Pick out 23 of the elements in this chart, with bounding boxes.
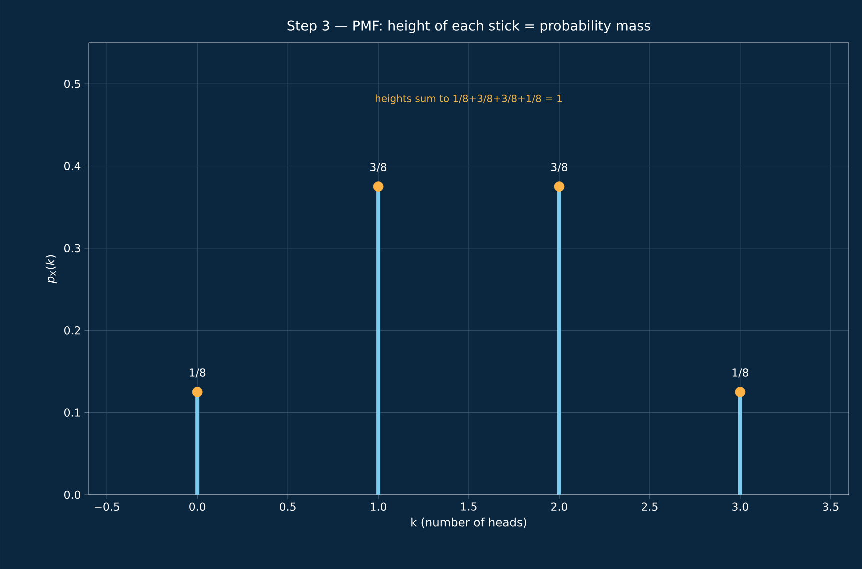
y-tick-label: 0.0 <box>64 490 80 500</box>
x-tick-label: 2.0 <box>552 502 568 512</box>
data-label: 3/8 <box>551 163 568 172</box>
x-tick-label: 0.0 <box>190 502 206 512</box>
y-tick-label: 0.5 <box>64 80 80 88</box>
x-tick-label: 2.5 <box>642 502 658 512</box>
x-axis-title: k (number of heads) <box>412 518 526 528</box>
chart-title: Step 3 — PMF: height of each stick = probability mass <box>288 20 650 34</box>
annotation: heights sum to 1/8+3/8+3/8+1/8 = 1 <box>376 94 562 104</box>
y-tick-label: 0.2 <box>64 326 80 335</box>
x-tick-label: 1.5 <box>461 502 477 511</box>
y-tick-label: 0.4 <box>64 162 81 170</box>
x-tick-label: 1.0 <box>371 502 387 512</box>
data-label: 3/8 <box>370 163 387 172</box>
x-tick-label: −0.5 <box>94 502 120 512</box>
x-tick-label: 3.0 <box>732 502 748 512</box>
y-axis-title: p$_{X}$(k) <box>46 255 57 284</box>
data-label: 1/8 <box>190 368 206 378</box>
y-tick-label: 0.3 <box>64 244 80 253</box>
y-tick-label: 0.1 <box>64 408 80 417</box>
x-tick-label: 0.5 <box>280 502 296 512</box>
data-label: 1/8 <box>732 368 748 378</box>
x-tick-label: 3.5 <box>823 502 839 512</box>
